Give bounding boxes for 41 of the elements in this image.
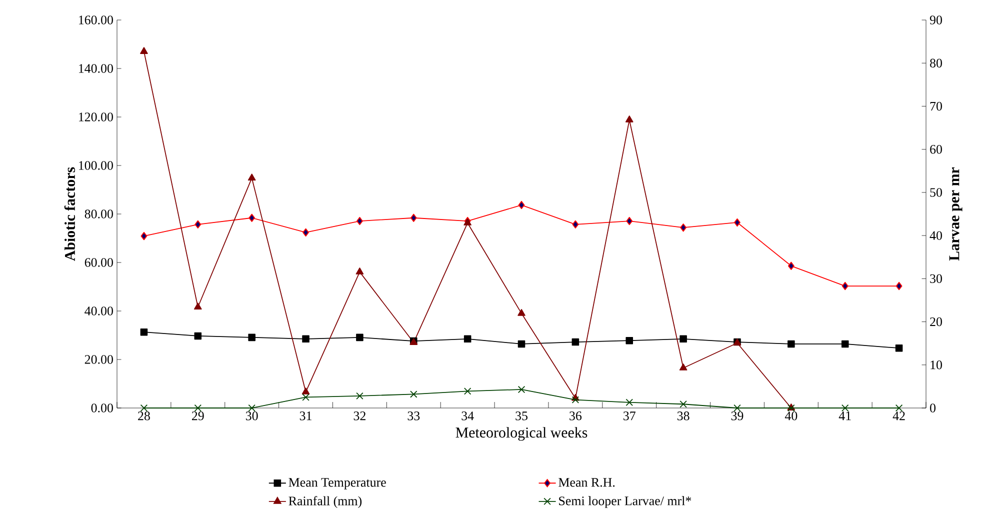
y-tick-label: 60.00 (84, 258, 113, 267)
y2-tick-label: 30 (930, 274, 942, 284)
x-tick-label: 32 (354, 412, 366, 420)
x-tick-label: 37 (624, 412, 636, 420)
x-tick-label: 41 (838, 412, 851, 420)
x-tick-label: 35 (516, 412, 528, 420)
y2-tick-label: 0 (930, 404, 936, 412)
x-axis-title: Meteorological weeks (456, 427, 588, 441)
legend-label: Mean Temperature (288, 478, 386, 490)
x-tick-label: 31 (300, 412, 312, 420)
y2-tick-label: 20 (930, 317, 942, 326)
y2-tick-label: 70 (930, 102, 942, 111)
legend-label: Semi looper Larvae/ mrl* (559, 496, 692, 508)
y2-tick-label: 80 (930, 58, 942, 68)
x-tick-label: 39 (731, 412, 744, 420)
x-tick-label: 34 (462, 412, 474, 420)
y2-tick-label: 10 (930, 360, 942, 370)
y-axis-title: Abiotic factors (64, 167, 76, 261)
y2-tick-label: 40 (930, 231, 942, 240)
x-tick-label: 36 (570, 412, 582, 420)
x-tick-label: 29 (192, 412, 204, 420)
y-tick-label: 0.00 (91, 404, 113, 412)
x-tick-label: 38 (677, 412, 690, 420)
x-tick-label: 30 (246, 412, 258, 420)
y-tick-label: 140.00 (79, 64, 113, 73)
y-tick-label: 100.00 (79, 161, 113, 170)
y-tick-label: 80.00 (84, 210, 113, 218)
y2-axis-title: Larvae per mr (949, 167, 962, 261)
legend-label: Mean R.H. (558, 478, 615, 487)
legend-label: Rainfall (mm) (288, 496, 362, 508)
x-tick-label: 42 (892, 412, 905, 420)
y2-tick-label: 50 (930, 188, 942, 197)
y-tick-label: 40.00 (84, 306, 113, 316)
y-tick-label: 120.00 (79, 112, 113, 122)
x-tick-label: 28 (138, 412, 150, 420)
y-tick-label: 160.00 (79, 16, 113, 24)
y2-tick-label: 90 (930, 16, 942, 24)
x-tick-label: 33 (408, 412, 420, 420)
y2-tick-label: 60 (930, 144, 942, 154)
y-tick-label: 20.00 (84, 355, 113, 364)
x-tick-label: 40 (784, 412, 798, 420)
